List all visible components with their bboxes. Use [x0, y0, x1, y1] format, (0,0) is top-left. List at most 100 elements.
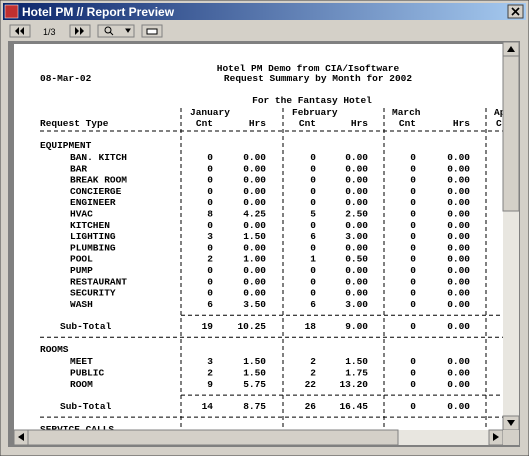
col-hrs: Hrs [351, 118, 368, 129]
cell: 0 [207, 242, 213, 253]
row-label: RESTAURANT [70, 276, 127, 287]
cell: 0.00 [447, 197, 470, 208]
row-label: PLUMBING [70, 242, 116, 253]
row-label: WASH [70, 299, 93, 310]
cell: 0 [310, 220, 316, 231]
row-label: PUBLIC [70, 368, 105, 379]
row-label: BAN. KITCH [70, 152, 127, 163]
report-title: Hotel PM Demo from CIA/Isoftware [217, 63, 400, 74]
section-name: SERVICE CALLS [40, 424, 114, 435]
cell: 8 [207, 209, 213, 220]
cell: 13.20 [339, 379, 368, 390]
cell: 0 [410, 368, 416, 379]
subtotal-label: Sub-Total [60, 321, 112, 332]
row-label: LIGHTING [70, 231, 116, 242]
cell: 0 [310, 175, 316, 186]
subtotal-cell: 19 [202, 321, 214, 332]
cell: 0.00 [447, 231, 470, 242]
horizontal-scrollbar[interactable] [13, 429, 504, 446]
subtotal-cell: 8.75 [243, 401, 266, 412]
cell: 2 [310, 356, 316, 367]
cell: 0 [410, 163, 416, 174]
cell: 0 [207, 175, 213, 186]
subtotal-cell: 26 [305, 401, 317, 412]
cell: 0 [410, 220, 416, 231]
cell: 0.00 [447, 175, 470, 186]
scroll-corner [503, 430, 519, 445]
month-header: February [292, 107, 338, 118]
col-request-type: Request Type [40, 118, 109, 129]
row-label: CONCIERGE [70, 186, 122, 197]
cell: 0.00 [447, 242, 470, 253]
subtotal-cell: 14 [202, 401, 214, 412]
cell: 0.00 [243, 265, 266, 276]
report: Hotel PM Demo from CIA/Isoftware 08-Mar-0… [40, 63, 506, 435]
cell: 1.50 [345, 356, 368, 367]
cell: 2 [310, 368, 316, 379]
cell: 0 [410, 197, 416, 208]
cell: 0.00 [243, 276, 266, 287]
cell: 0.00 [447, 163, 470, 174]
cell: 2 [207, 368, 213, 379]
row-label: ENGINEER [70, 197, 116, 208]
cell: 3.00 [345, 299, 368, 310]
cell: 0.00 [447, 379, 470, 390]
cell: 0 [410, 242, 416, 253]
subtotal-cell: 0.00 [447, 401, 470, 412]
cell: 0.00 [345, 152, 368, 163]
vertical-scrollbar[interactable] [502, 41, 520, 431]
cell: 0 [410, 209, 416, 220]
cell: 0 [410, 231, 416, 242]
col-cnt: Cnt [399, 118, 416, 129]
subtotal-cell: 10.25 [237, 321, 266, 332]
cell: 0.00 [447, 368, 470, 379]
cell: 0.00 [345, 265, 368, 276]
row-label: HVAC [70, 209, 93, 220]
cell: 0 [410, 152, 416, 163]
close-button[interactable] [507, 4, 524, 19]
cell: 0.00 [345, 186, 368, 197]
cell: 0 [410, 276, 416, 287]
cell: 0 [207, 152, 213, 163]
cell: 4.25 [243, 209, 266, 220]
section-name: EQUIPMENT [40, 140, 92, 151]
cell: 0.00 [447, 299, 470, 310]
cell: 0.50 [345, 254, 368, 265]
cell: 0.00 [447, 152, 470, 163]
subtotal-cell: 9.00 [345, 321, 368, 332]
cell: 5.75 [243, 379, 266, 390]
row-label: MEET [70, 356, 93, 367]
cell: 0.00 [447, 265, 470, 276]
cell: 0.00 [447, 254, 470, 265]
cell: 1.00 [243, 254, 266, 265]
cell: 0.00 [345, 242, 368, 253]
page-indicator: 1/3 [43, 27, 56, 37]
row-label: ROOM [70, 379, 93, 390]
cell: 0 [207, 220, 213, 231]
cell: 0.00 [345, 220, 368, 231]
cell: 0 [410, 175, 416, 186]
cell: 0 [410, 288, 416, 299]
subtotal-cell: 0 [410, 401, 416, 412]
col-hrs: Hrs [249, 118, 266, 129]
zoom-button[interactable] [97, 24, 135, 38]
col-partial: C [496, 118, 502, 129]
month-header: Ap [494, 107, 506, 118]
cell: 9 [207, 379, 213, 390]
cell: 0.00 [345, 276, 368, 287]
cell: 0 [207, 163, 213, 174]
row-label: KITCHEN [70, 220, 110, 231]
cell: 0.00 [345, 175, 368, 186]
app-icon [4, 4, 19, 19]
cell: 0.00 [243, 242, 266, 253]
cell: 0.00 [243, 186, 266, 197]
cell: 0.00 [447, 288, 470, 299]
cell: 2 [207, 254, 213, 265]
row-label: PUMP [70, 265, 93, 276]
col-hrs: Hrs [453, 118, 470, 129]
cell: 5 [310, 209, 316, 220]
cell: 1.50 [243, 356, 266, 367]
cell: 0 [410, 254, 416, 265]
toolbar: 1/3 [9, 24, 163, 38]
cell: 0.00 [447, 209, 470, 220]
